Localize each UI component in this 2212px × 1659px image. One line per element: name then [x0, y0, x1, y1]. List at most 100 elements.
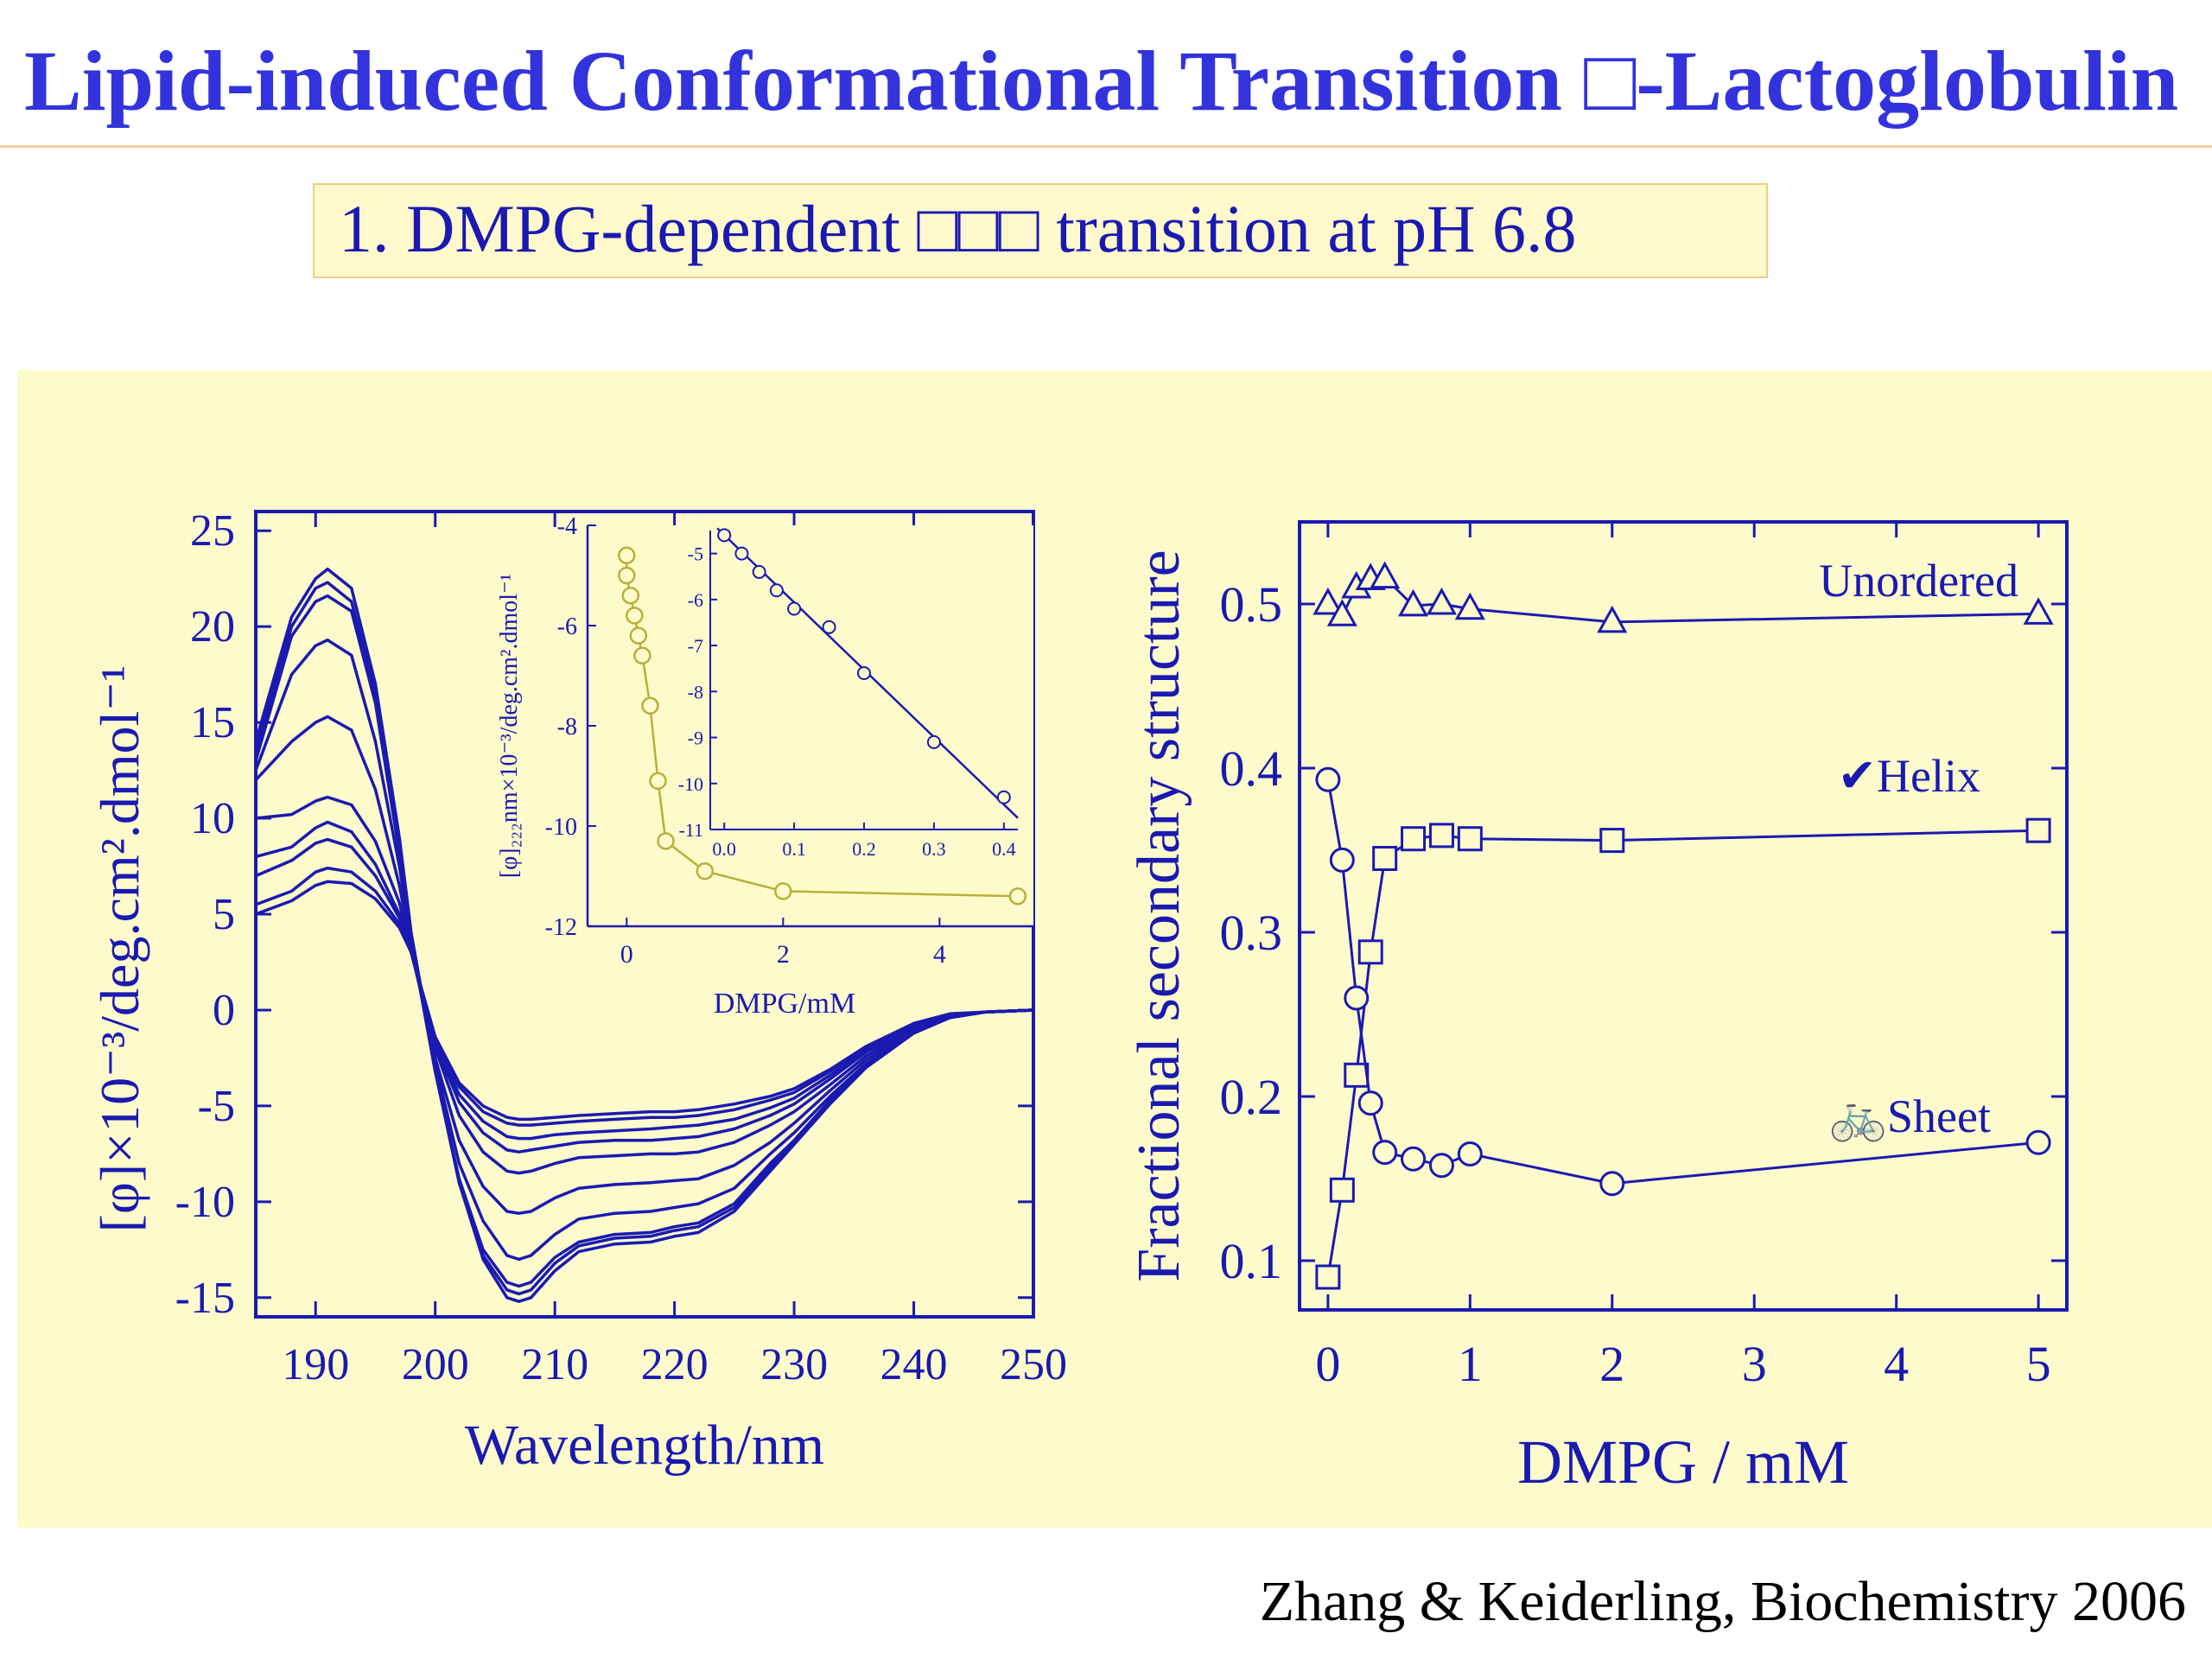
ss-series-label: 🚲Sheet	[1829, 1090, 1991, 1142]
ss-square-marker	[1344, 1062, 1370, 1088]
ss-circle-marker	[1599, 1171, 1625, 1197]
ss-x-tick-label: 3	[1742, 1336, 1767, 1392]
subinset-x-tick-label: 0.0	[712, 838, 736, 860]
figure-panel	[17, 370, 2212, 1528]
subinset-x-tick-label: 0.4	[992, 838, 1016, 860]
subinset-y-tick-label: -5	[688, 543, 703, 565]
ss-triangle-marker	[1597, 605, 1628, 633]
ss-circle-marker	[1344, 985, 1370, 1011]
cd-y-tick-label: 0	[213, 986, 235, 1035]
inset-data-point	[618, 566, 636, 585]
inset-data-point	[641, 696, 659, 715]
ss-square-marker	[1457, 826, 1483, 852]
inset-x-tick-label: 2	[777, 940, 790, 969]
cd-x-tick-label: 250	[1000, 1340, 1067, 1389]
ss-square-marker	[1315, 1264, 1341, 1290]
ss-square-marker	[1428, 823, 1454, 849]
ss-triangle-marker	[1454, 592, 1485, 620]
inset-data-point	[649, 772, 667, 791]
cd-spectrum-line	[255, 866, 1034, 1127]
citation: Zhang & Keiderling, Biochemistry 2006	[1259, 1570, 2186, 1633]
ss-y-tick-label: 0.4	[1220, 741, 1283, 797]
ss-circle-marker	[1357, 1090, 1383, 1116]
subinset-x-tick-label: 0.2	[852, 838, 876, 860]
inset-x-tick-label: 0	[620, 940, 633, 969]
ss-circle-marker	[1428, 1153, 1454, 1179]
slide-title: Lipid-induced Conformational Transition …	[24, 33, 2179, 129]
inset-data-point	[629, 626, 648, 645]
cd-spectrum-line	[254, 638, 1034, 1262]
ss-series-line-triangle	[1326, 576, 2039, 624]
ss-y-tick-label: 0.2	[1220, 1069, 1283, 1125]
subinset-data-point	[734, 546, 749, 561]
ss-circle-marker	[1401, 1146, 1427, 1172]
inset-x-tick-label: 4	[933, 940, 946, 969]
cd-x-axis-label: Wavelength/nm	[465, 1414, 824, 1477]
ss-square-marker	[1599, 828, 1625, 854]
ss-x-axis-label: DMPG / mM	[1517, 1427, 1849, 1497]
inset-y-axis-label: [φ]₂₂₂nm×10⁻³/deg.cm².dmol⁻¹	[496, 574, 523, 878]
ss-triangle-marker	[1426, 587, 1457, 615]
subinset-data-point	[752, 564, 766, 579]
subtitle-box: 1. DMPG-dependent □□□ transition at pH 6…	[313, 183, 1768, 278]
cd-spectrum-line	[254, 594, 1034, 1288]
cd-spectrum-line	[255, 820, 1034, 1154]
inset-y-tick-label: -4	[557, 513, 577, 540]
subinset-y-tick-label: -9	[688, 728, 703, 749]
cd-x-tick-label: 200	[402, 1340, 469, 1389]
subinset-y-tick-label: -6	[688, 589, 703, 611]
subinset-y-tick-label: -10	[678, 773, 703, 795]
inset-y-tick-label: -12	[545, 914, 577, 941]
ss-triangle-marker	[1398, 588, 1429, 617]
cd-x-tick-label: 190	[282, 1340, 349, 1389]
ss-square-marker	[1329, 1177, 1355, 1203]
ss-square-marker	[1357, 939, 1383, 965]
ss-square-marker	[1401, 826, 1427, 852]
cd-x-tick-label: 230	[760, 1340, 828, 1389]
subinset-x-tick-label: 0.1	[782, 838, 806, 860]
cd-spectrum-line	[254, 715, 1034, 1215]
ss-circle-marker	[1329, 847, 1355, 873]
ss-triangle-marker	[1313, 587, 1344, 615]
inset-data-point	[618, 546, 636, 565]
subinset-data-point	[857, 666, 871, 681]
ss-x-tick-label: 1	[1458, 1336, 1483, 1392]
cd-spectrum-line	[255, 837, 1034, 1141]
inset-x-axis-label: DMPG/mM	[714, 988, 855, 1020]
subinset-x-tick-label: 0.3	[922, 838, 946, 860]
subinset-data-point	[996, 790, 1011, 804]
ss-y-axis-label: Fractional secondary structure	[1126, 550, 1192, 1281]
cd-spectrum-line	[255, 880, 1034, 1122]
cd-y-tick-label: -15	[175, 1274, 235, 1323]
subinset-y-tick-label: -8	[688, 681, 703, 702]
ss-series-label: Unordered	[1819, 555, 2018, 607]
cd-y-tick-label: -10	[175, 1178, 235, 1227]
ss-y-tick-label: 0.1	[1220, 1233, 1283, 1289]
ss-series-line-square	[1326, 829, 2039, 1278]
ss-circle-marker	[2025, 1129, 2051, 1155]
subinset-data-point	[769, 583, 784, 598]
inset-data-point	[774, 882, 792, 900]
ss-triangle-marker	[1326, 599, 1357, 626]
ss-square-marker	[2025, 817, 2051, 843]
subinset-data-point	[926, 734, 941, 749]
ss-triangle-marker	[1370, 561, 1401, 589]
inset-data-point	[657, 832, 675, 850]
inset-data-point	[696, 861, 715, 880]
inset-data-point	[626, 607, 644, 625]
ss-y-tick-label: 0.5	[1220, 576, 1283, 632]
ss-y-tick-label: 0.3	[1220, 905, 1283, 961]
cd-y-tick-label: 10	[190, 794, 235, 843]
inset-y-tick-label: -8	[557, 714, 577, 741]
subtitle-text: 1. DMPG-dependent □□□ transition at pH 6…	[339, 191, 1577, 266]
ss-x-tick-label: 0	[1315, 1336, 1340, 1392]
title-divider	[0, 145, 2212, 148]
ss-x-tick-label: 2	[1599, 1336, 1624, 1392]
cd-y-tick-label: 25	[190, 506, 235, 556]
inset-data-point	[621, 586, 640, 605]
ss-plot-frame	[1298, 520, 2069, 1312]
subinset-data-point	[822, 620, 836, 634]
inset-y-tick-label: -6	[557, 613, 577, 640]
ss-circle-marker	[1372, 1140, 1398, 1166]
